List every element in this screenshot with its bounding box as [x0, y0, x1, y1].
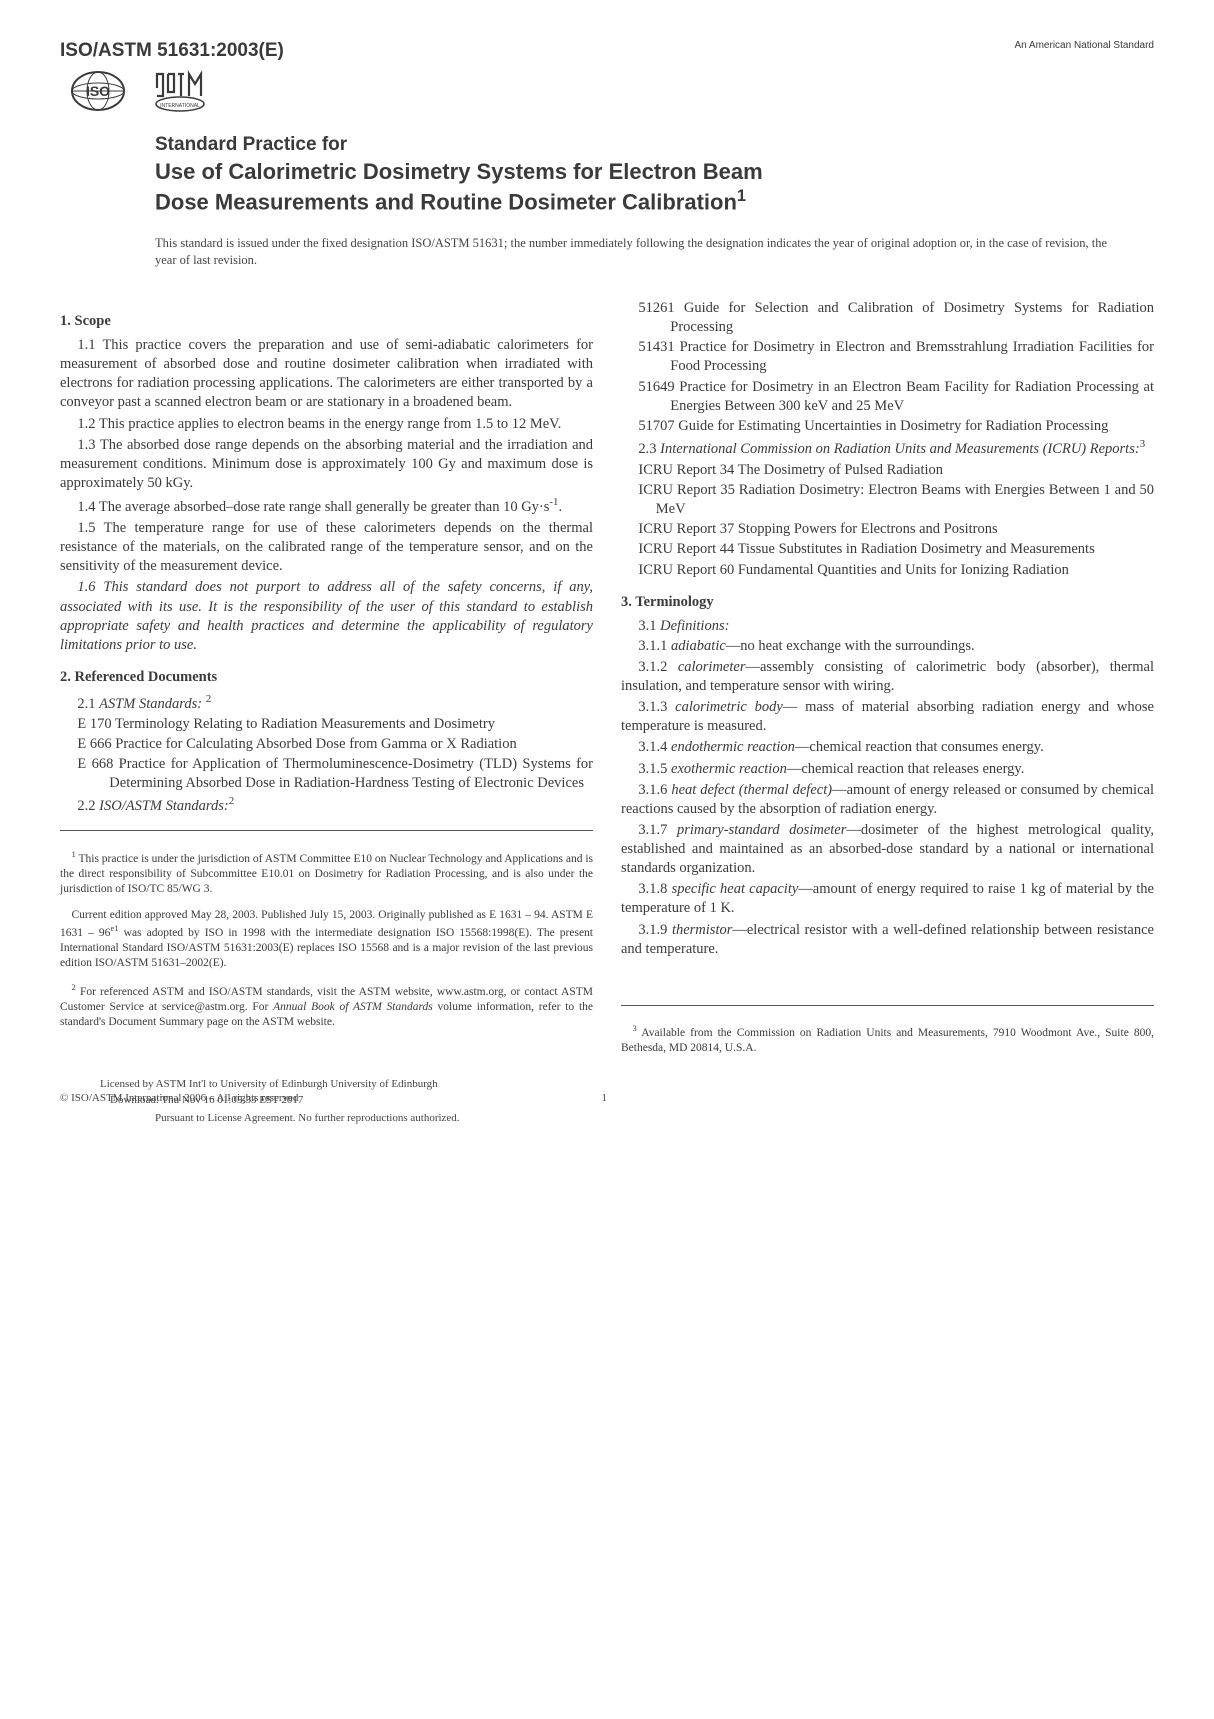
scope-head: 1. Scope	[60, 313, 593, 330]
icru-44: ICRU Report 44 Tissue Substitutes in Rad…	[638, 540, 1154, 559]
logo-row: ISO INTERNATIONAL	[60, 70, 1154, 119]
scope-1-4: 1.4 The average absorbed–dose rate range…	[60, 495, 593, 517]
footnote-2: 2 For referenced ASTM and ISO/ASTM stand…	[60, 982, 593, 1030]
iso-51649: 51649 Practice for Dosimetry in an Elect…	[638, 378, 1154, 416]
iso-51261: 51261 Guide for Selection and Calibratio…	[638, 299, 1154, 337]
footer-download: Download: Thu Nov 16 01:05:33 EST 2017	[60, 1094, 1154, 1108]
footer-pagenum: 1	[602, 1092, 608, 1106]
def-3-1-7: 3.1.7 primary-standard dosimeter—dosimet…	[621, 821, 1154, 878]
page-footer: Licensed by ASTM Int'l to University of …	[60, 1078, 1154, 1126]
scope-1-5: 1.5 The temperature range for use of the…	[60, 519, 593, 576]
ref-2-2: 2.2 ISO/ASTM Standards:2	[60, 794, 593, 816]
def-3-1-2: 3.1.2 calorimeter—assembly consisting of…	[621, 658, 1154, 696]
title-line2: Dose Measurements and Routine Dosimeter …	[155, 189, 737, 214]
footnote-1a: 1 This practice is under the jurisdictio…	[60, 849, 593, 897]
astm-e170: E 170 Terminology Relating to Radiation …	[77, 715, 593, 734]
def-3-1-6: 3.1.6 heat defect (thermal defect)—amoun…	[621, 781, 1154, 819]
icru-60: ICRU Report 60 Fundamental Quantities an…	[638, 561, 1154, 580]
ref-2-3: 2.3 International Commission on Radiatio…	[621, 437, 1154, 459]
issuance-note: This standard is issued under the fixed …	[155, 235, 1114, 269]
scope-1-2: 1.2 This practice applies to electron be…	[60, 415, 593, 434]
icru-37: ICRU Report 37 Stopping Powers for Elect…	[638, 520, 1154, 539]
term-3-1: 3.1 Definitions:	[621, 617, 1154, 636]
scope-1-1: 1.1 This practice covers the preparation…	[60, 336, 593, 413]
astm-e668: E 668 Practice for Application of Thermo…	[77, 755, 593, 793]
title-line1: Use of Calorimetric Dosimetry Systems fo…	[155, 159, 763, 184]
refdocs-head: 2. Referenced Documents	[60, 669, 593, 686]
def-3-1-3: 3.1.3 calorimetric body— mass of materia…	[621, 698, 1154, 736]
def-3-1-9: 3.1.9 thermistor—electrical resistor wit…	[621, 921, 1154, 959]
scope-1-3: 1.3 The absorbed dose range depends on t…	[60, 436, 593, 493]
icru-35: ICRU Report 35 Radiation Dosimetry: Elec…	[638, 481, 1154, 519]
title-prefix: Standard Practice for	[155, 134, 1154, 156]
iso-51431: 51431 Practice for Dosimetry in Electron…	[638, 338, 1154, 376]
body-columns: 1. Scope 1.1 This practice covers the pr…	[60, 299, 1154, 1056]
def-3-1-5: 3.1.5 exothermic reaction—chemical react…	[621, 760, 1154, 779]
astm-e666: E 666 Practice for Calculating Absorbed …	[77, 735, 593, 754]
icru-34: ICRU Report 34 The Dosimetry of Pulsed R…	[638, 461, 1154, 480]
header-bar: ISO/ASTM 51631:2003(E) An American Natio…	[60, 40, 1154, 62]
iso-logo-icon: ISO	[70, 70, 126, 119]
def-3-1-1: 3.1.1 adiabatic—no heat exchange with th…	[621, 637, 1154, 656]
footnote-3: 3 Available from the Commission on Radia…	[621, 1023, 1154, 1056]
footer-licensed: Licensed by ASTM Int'l to University of …	[60, 1078, 1154, 1092]
designation: ISO/ASTM 51631:2003(E)	[60, 40, 284, 62]
footnotes-left: 1 This practice is under the jurisdictio…	[60, 830, 593, 1029]
footer-pursuant: Pursuant to License Agreement. No furthe…	[60, 1112, 1154, 1126]
footnotes-right: 3 Available from the Commission on Radia…	[621, 1005, 1154, 1056]
footnote-1b: Current edition approved May 28, 2003. P…	[60, 908, 593, 971]
scope-1-6: 1.6 This standard does not purport to ad…	[60, 578, 593, 655]
astm-logo-icon: INTERNATIONAL	[151, 70, 209, 119]
title-sup: 1	[737, 187, 746, 205]
iso-51707: 51707 Guide for Estimating Uncertainties…	[638, 417, 1154, 436]
title-main: Use of Calorimetric Dosimetry Systems fo…	[155, 158, 1154, 215]
svg-text:INTERNATIONAL: INTERNATIONAL	[160, 103, 200, 109]
def-3-1-4: 3.1.4 endothermic reaction—chemical reac…	[621, 738, 1154, 757]
title-block: Standard Practice for Use of Calorimetri…	[155, 134, 1154, 215]
ref-2-1: 2.1 ASTM Standards: 2	[60, 692, 593, 714]
svg-text:ISO: ISO	[86, 83, 110, 99]
def-3-1-8: 3.1.8 specific heat capacity—amount of e…	[621, 880, 1154, 918]
ans-label: An American National Standard	[1014, 40, 1154, 51]
terminology-head: 3. Terminology	[621, 594, 1154, 611]
